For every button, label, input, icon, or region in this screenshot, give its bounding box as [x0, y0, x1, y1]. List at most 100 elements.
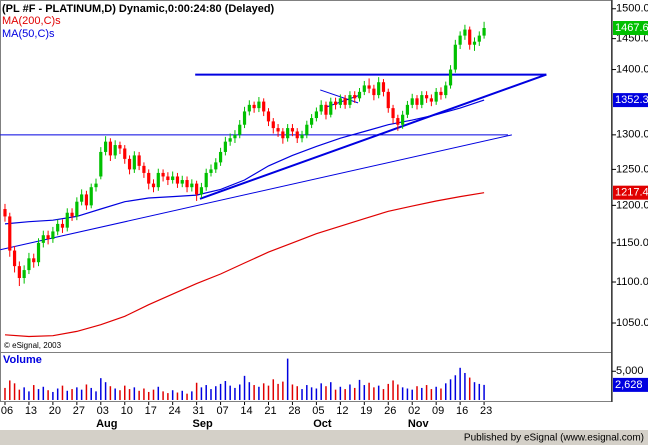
y-tick-label: 1100.0: [616, 276, 648, 288]
candle-body: [17, 266, 21, 279]
candle-body: [271, 121, 275, 129]
month-label: Sep: [193, 418, 213, 430]
x-tick-label: 19: [360, 405, 372, 417]
x-tick-label: 28: [288, 405, 300, 417]
candle-body: [113, 145, 117, 156]
candle-body: [262, 101, 266, 112]
last-price: 1467.6: [615, 22, 648, 34]
x-tick-label: 20: [49, 405, 61, 417]
candle-body: [185, 180, 189, 188]
y-tick-label: 1200.0: [616, 199, 648, 211]
trend-line: [320, 89, 359, 104]
candle-body: [386, 91, 390, 109]
candle-body: [276, 128, 280, 132]
title-bg: [1, 2, 263, 15]
candle-body: [333, 101, 338, 105]
footer: Published by eSignal (www.esignal.com): [464, 433, 644, 444]
candle-body: [108, 141, 112, 156]
legend-entry: MA(50,C)s: [2, 28, 55, 40]
chart-title: (PL #F - PLATINUM,D) Dynamic,0:00:24:80 …: [2, 3, 275, 15]
candle-body: [472, 41, 477, 45]
x-tick-label: 03: [97, 405, 109, 417]
candle-body: [223, 141, 227, 152]
candle-body: [463, 29, 467, 36]
candle-body: [51, 231, 55, 240]
candle-body: [127, 158, 132, 170]
candle-body: [132, 155, 136, 170]
x-tick-label: 13: [25, 405, 37, 417]
candle-body: [367, 85, 371, 89]
candle-body: [161, 172, 165, 177]
candle-body: [477, 35, 481, 42]
ma-last-value: 1217.4: [615, 187, 648, 199]
y-tick-label: 5,000: [616, 365, 644, 377]
last-price-bg: [613, 21, 648, 36]
x-tick-label: 26: [384, 405, 396, 417]
candle-body: [70, 212, 74, 217]
candle-body: [310, 118, 314, 125]
ma-last-value: 1352.3: [615, 94, 648, 106]
candle-body: [290, 128, 295, 132]
candle-body: [27, 258, 31, 271]
candle-body: [343, 98, 347, 105]
x-tick-label: 27: [73, 405, 85, 417]
candle-body: [434, 91, 438, 102]
candle-body: [3, 209, 7, 217]
legend-bg: [1, 15, 57, 28]
candle-body: [156, 172, 160, 188]
candle-body: [60, 223, 65, 228]
candle-body: [147, 172, 151, 184]
candle-body: [329, 101, 333, 115]
candle-body: [190, 183, 194, 188]
month-label: Oct: [313, 418, 332, 430]
x-tick-label: 12: [336, 405, 348, 417]
candle-body: [420, 95, 424, 105]
candle-body: [319, 104, 323, 112]
trend-line: [0, 134, 512, 251]
candle-body: [305, 124, 309, 135]
x-tick-label: 16: [456, 405, 468, 417]
x-tick-label: 31: [192, 405, 204, 417]
volume-last-bg: [613, 377, 648, 392]
candle-body: [214, 162, 218, 170]
x-tick-label: 24: [169, 405, 181, 417]
candle-body: [362, 85, 366, 92]
candle-body: [314, 111, 318, 119]
candle-body: [252, 104, 256, 109]
volume-title: Volume: [3, 354, 42, 366]
candle-body: [372, 88, 376, 96]
candle-body: [46, 235, 50, 240]
y-tick-label: 1050.0: [616, 317, 648, 329]
candle-body: [396, 118, 400, 125]
candle-body: [401, 114, 405, 125]
candle-body: [118, 145, 122, 149]
x-tick-label: 23: [480, 405, 492, 417]
y-tick-label: 1250.0: [616, 163, 648, 175]
legend-bg: [1, 28, 57, 41]
trend-line: [199, 73, 547, 200]
x-tick-label: 02: [408, 405, 420, 417]
y-tick-label: 1450.0: [616, 33, 648, 45]
month-label: Nov: [408, 418, 430, 430]
x-tick-label: 17: [145, 405, 157, 417]
candle-body: [324, 104, 328, 115]
ma-last-value-bg: [613, 185, 648, 200]
candle-body: [171, 176, 175, 181]
candle-body: [123, 148, 127, 159]
candle-body: [453, 44, 457, 70]
x-tick-label: 10: [121, 405, 133, 417]
candle-body: [195, 183, 199, 195]
candle-body: [137, 155, 141, 166]
candle-body: [348, 95, 352, 105]
candle-body: [89, 187, 93, 206]
candle-body: [199, 187, 204, 195]
candle-body: [84, 194, 89, 206]
candle-body: [295, 131, 299, 139]
candle-body: [233, 134, 237, 139]
candle-body: [439, 91, 443, 96]
candle-body: [142, 165, 146, 173]
candle-body: [94, 183, 98, 188]
candle-body: [247, 104, 251, 112]
